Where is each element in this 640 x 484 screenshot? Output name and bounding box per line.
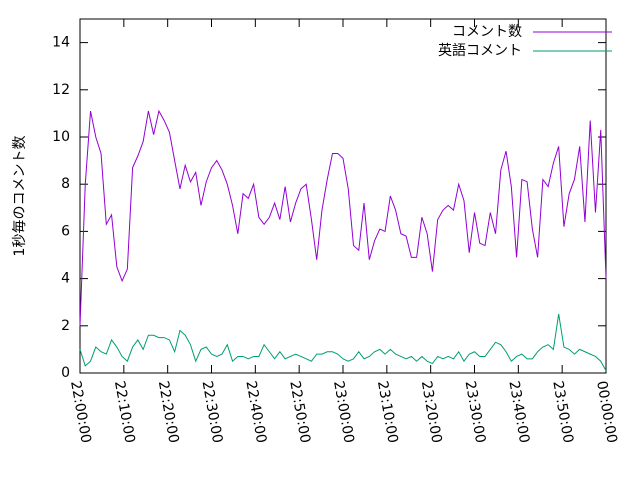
x-tick-label: 22:40:00 [242, 380, 269, 445]
y-tick-label: 10 [52, 129, 70, 145]
x-tick-label: 22:10:00 [111, 380, 138, 445]
x-tick-label: 22:50:00 [286, 380, 313, 445]
y-tick-label: 0 [61, 365, 70, 381]
y-tick-label: 8 [61, 176, 70, 192]
y-tick-label: 12 [52, 82, 70, 98]
series-line [79, 109, 607, 326]
x-tick-label: 22:30:00 [199, 380, 226, 445]
x-tick-label: 22:20:00 [155, 380, 182, 445]
y-tick-label: 2 [61, 318, 70, 334]
y-tick-label: 14 [52, 35, 70, 51]
x-tick-label: 23:40:00 [505, 380, 532, 445]
x-tick-label: 23:30:00 [462, 380, 489, 445]
x-tick-label: 23:50:00 [549, 380, 576, 445]
x-tick-label: 23:10:00 [374, 380, 401, 445]
x-tick-label: 23:00:00 [330, 380, 357, 445]
x-tick-label: 00:00:00 [593, 380, 620, 445]
x-tick-label: 23:20:00 [418, 380, 445, 445]
y-tick-label: 4 [61, 271, 70, 287]
plot-border [79, 18, 607, 374]
legend-label: 英語コメント [438, 42, 522, 59]
series-line [79, 313, 607, 371]
y-tick-label: 6 [61, 223, 70, 239]
x-tick-label: 22:00:00 [67, 380, 94, 445]
y-axis-label: 1秒毎のコメント数 [12, 136, 28, 257]
legend-label: コメント数 [452, 24, 522, 40]
